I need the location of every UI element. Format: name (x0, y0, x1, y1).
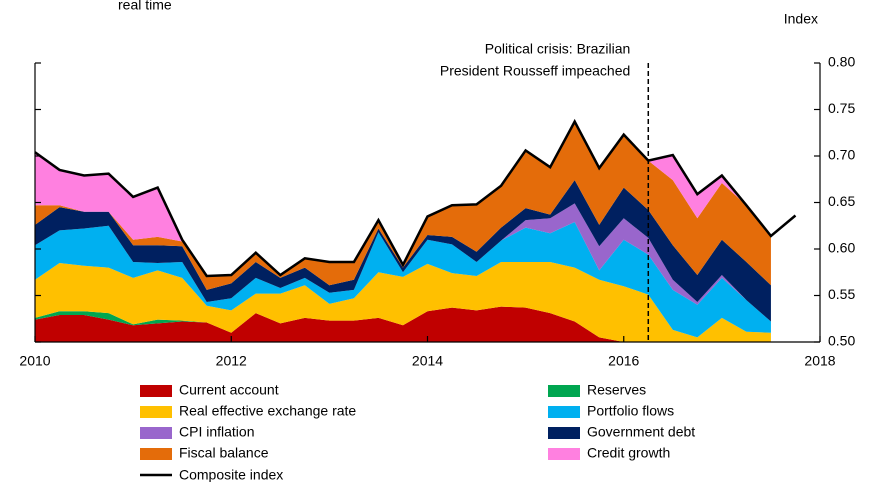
y-tick-label: 0.60 (828, 240, 855, 256)
area (35, 180, 771, 322)
x-tick-label: 2014 (412, 353, 443, 369)
y-tick-label: 0.80 (828, 54, 855, 70)
composite-line (34, 118, 797, 278)
legend-swatch (140, 385, 172, 397)
legend-swatch (548, 448, 580, 460)
legend-label: Real effective exchange rate (179, 403, 356, 419)
legend-label: Credit growth (587, 445, 670, 461)
legend-swatch (548, 406, 580, 418)
legend-label: CPI inflation (179, 424, 254, 440)
legend-swatch (140, 427, 172, 439)
x-tick-label: 2016 (608, 353, 639, 369)
y-tick-label: 0.55 (828, 286, 855, 302)
annotation: Political crisis: Brazilian (485, 41, 630, 57)
legend-label: Portfolio flows (587, 403, 674, 419)
x-tick-label: 2018 (804, 353, 835, 369)
legend-label: Reserves (587, 382, 646, 398)
y-tick-label: 0.70 (828, 147, 855, 163)
y-axis-label: Index (784, 11, 818, 27)
legend-swatch (548, 385, 580, 397)
y-tick-label: 0.65 (828, 193, 855, 209)
legend-label: Composite index (179, 467, 283, 482)
legend-swatch (140, 406, 172, 418)
x-tick-label: 2012 (216, 353, 247, 369)
area (35, 203, 771, 322)
legend-swatch (548, 427, 580, 439)
chart-subtitle: real time (118, 0, 172, 13)
area (35, 222, 771, 338)
x-tick-label: 2010 (19, 353, 50, 369)
area (35, 262, 771, 342)
legend-label: Fiscal balance (179, 445, 269, 461)
annotation: President Rousseff impeached (440, 63, 630, 79)
legend-label: Current account (179, 382, 279, 398)
area (35, 306, 771, 342)
y-tick-label: 0.75 (828, 100, 855, 116)
legend-swatch (140, 448, 172, 460)
legend-label: Government debt (587, 424, 695, 440)
area (35, 121, 771, 290)
y-tick-label: 0.50 (828, 333, 855, 349)
